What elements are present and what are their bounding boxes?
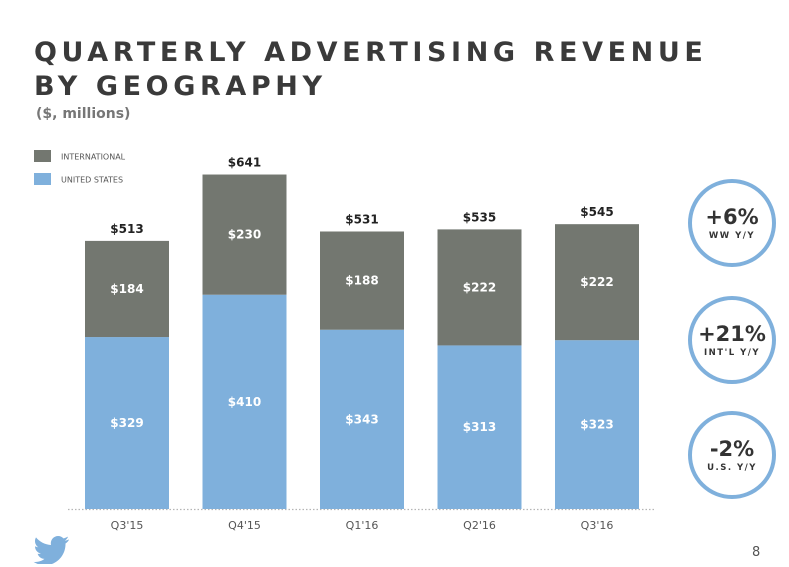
legend-label-international: INTERNATIONAL bbox=[61, 153, 126, 162]
data-label-international: $188 bbox=[345, 274, 378, 288]
page-title: QUARTERLY ADVERTISING REVENUE BY GEOGRAP… bbox=[34, 36, 707, 104]
bar-international bbox=[85, 240, 169, 338]
bar-international bbox=[555, 224, 639, 341]
data-label-international: $184 bbox=[110, 282, 143, 296]
data-label-international: $230 bbox=[228, 228, 261, 242]
legend-swatch-united-states bbox=[34, 173, 51, 185]
data-label-united-states: $329 bbox=[110, 416, 143, 430]
badge-us-value: -2% bbox=[709, 437, 755, 461]
data-label-total: $535 bbox=[463, 210, 496, 224]
badge-ww-value: +6% bbox=[705, 205, 759, 229]
data-label-international: $222 bbox=[580, 275, 613, 289]
bar-international bbox=[202, 174, 287, 295]
x-tick-label: Q3'16 bbox=[581, 519, 614, 532]
badge-ww-label: WW Y/Y bbox=[708, 231, 756, 241]
legend-swatch-international bbox=[34, 150, 51, 162]
bar-united-states bbox=[85, 337, 169, 509]
bar-united-states bbox=[320, 329, 404, 509]
x-tick-label: Q1'16 bbox=[346, 519, 379, 532]
badge-us-label: U.S. Y/Y bbox=[707, 463, 757, 473]
twitter-bird-icon bbox=[33, 536, 69, 564]
data-label-united-states: $343 bbox=[345, 412, 378, 426]
data-label-united-states: $313 bbox=[463, 420, 496, 434]
data-label-united-states: $323 bbox=[580, 418, 613, 432]
badge-ww-growth: +6% WW Y/Y bbox=[688, 179, 776, 267]
data-label-international: $222 bbox=[463, 280, 496, 294]
bar-international bbox=[437, 229, 522, 346]
data-label-total: $513 bbox=[110, 222, 143, 236]
title-line-2: BY GEOGRAPHY bbox=[34, 71, 327, 102]
subtitle: ($, millions) bbox=[36, 106, 131, 122]
badge-intl-value: +21% bbox=[698, 322, 766, 346]
bar-international bbox=[320, 231, 404, 330]
legend-label-united-states: UNITED STATES bbox=[61, 176, 123, 185]
bar-united-states bbox=[555, 340, 639, 509]
data-label-united-states: $410 bbox=[228, 395, 261, 409]
bar-united-states bbox=[437, 345, 522, 509]
x-tick-label: Q4'15 bbox=[228, 519, 261, 532]
x-tick-label: Q2'16 bbox=[463, 519, 496, 532]
bar-united-states bbox=[202, 294, 287, 509]
page-number: 8 bbox=[752, 545, 761, 560]
data-label-total: $531 bbox=[345, 212, 378, 226]
data-label-total: $545 bbox=[580, 205, 613, 219]
badge-intl-label: INT'L Y/Y bbox=[704, 348, 760, 358]
data-label-total: $641 bbox=[228, 156, 261, 170]
badge-us-growth: -2% U.S. Y/Y bbox=[688, 411, 776, 499]
badge-intl-growth: +21% INT'L Y/Y bbox=[688, 296, 776, 384]
x-tick-label: Q3'15 bbox=[111, 519, 144, 532]
title-line-1: QUARTERLY ADVERTISING REVENUE bbox=[34, 37, 708, 68]
